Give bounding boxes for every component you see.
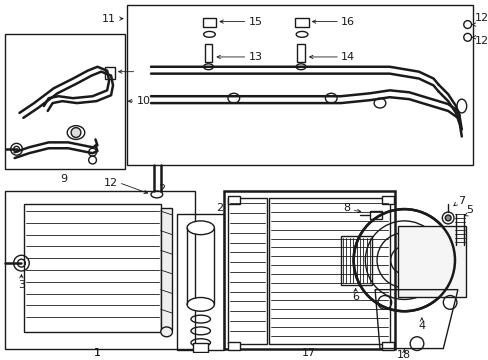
- Text: 1: 1: [94, 348, 101, 359]
- Text: 13: 13: [248, 52, 262, 62]
- Text: 15: 15: [248, 17, 262, 27]
- Text: 18: 18: [396, 350, 410, 360]
- Ellipse shape: [187, 221, 214, 235]
- Bar: [340, 236, 371, 285]
- Text: 7: 7: [457, 196, 464, 206]
- Bar: [295, 18, 308, 27]
- Text: 17: 17: [301, 348, 315, 359]
- Ellipse shape: [187, 297, 214, 311]
- Ellipse shape: [456, 99, 466, 113]
- Bar: [268, 198, 389, 344]
- Text: 1: 1: [94, 348, 101, 359]
- Bar: [297, 44, 305, 62]
- Bar: [202, 18, 216, 27]
- Text: 12: 12: [473, 13, 488, 23]
- Circle shape: [445, 215, 450, 221]
- Text: 16: 16: [340, 17, 354, 27]
- Bar: [5, 34, 124, 169]
- Bar: [177, 214, 224, 350]
- Text: 9: 9: [60, 174, 67, 184]
- Text: 11: 11: [102, 14, 116, 24]
- Bar: [381, 342, 393, 350]
- Text: 6: 6: [351, 292, 358, 302]
- Bar: [126, 5, 471, 165]
- Text: 5: 5: [465, 205, 472, 215]
- Text: 14: 14: [340, 52, 354, 62]
- Bar: [224, 192, 394, 348]
- Bar: [192, 343, 208, 352]
- Bar: [369, 211, 381, 219]
- Bar: [381, 196, 393, 204]
- Text: 10: 10: [136, 96, 150, 106]
- Text: 12: 12: [103, 177, 118, 188]
- Text: 3: 3: [18, 280, 25, 290]
- Bar: [227, 196, 239, 204]
- Bar: [24, 204, 161, 332]
- Ellipse shape: [161, 327, 172, 337]
- Bar: [5, 192, 194, 348]
- Text: 12: 12: [473, 36, 488, 46]
- Bar: [227, 342, 239, 350]
- Bar: [105, 67, 115, 78]
- Text: 4: 4: [417, 321, 425, 331]
- Bar: [397, 226, 465, 297]
- Bar: [161, 208, 172, 330]
- Text: 2: 2: [158, 184, 165, 194]
- Bar: [204, 44, 212, 62]
- Bar: [227, 198, 266, 344]
- Text: 8: 8: [343, 203, 350, 213]
- Circle shape: [71, 128, 81, 138]
- Text: 2: 2: [215, 203, 223, 213]
